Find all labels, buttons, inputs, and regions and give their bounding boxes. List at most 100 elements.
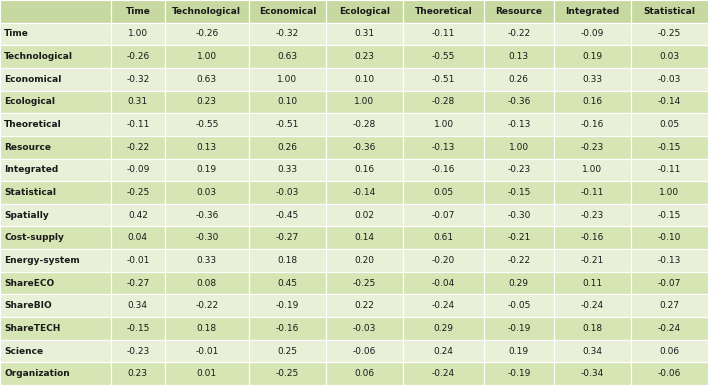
Text: Ecological: Ecological — [4, 97, 55, 106]
Text: -0.11: -0.11 — [658, 165, 681, 174]
Bar — [111, 340, 165, 362]
Bar — [403, 45, 484, 68]
Bar — [484, 362, 554, 385]
Bar — [484, 45, 554, 68]
Text: 0.19: 0.19 — [197, 165, 217, 174]
Text: -0.20: -0.20 — [432, 256, 455, 265]
Bar — [0, 181, 111, 204]
Bar — [631, 90, 708, 113]
Text: 0.10: 0.10 — [278, 97, 297, 106]
Text: -0.23: -0.23 — [581, 143, 604, 152]
Text: 0.11: 0.11 — [582, 279, 603, 288]
Bar — [484, 113, 554, 136]
Text: 0.02: 0.02 — [355, 211, 375, 220]
Text: -0.28: -0.28 — [353, 120, 376, 129]
Text: 1.00: 1.00 — [659, 188, 680, 197]
Bar — [111, 204, 165, 226]
Bar — [249, 45, 326, 68]
Text: 0.06: 0.06 — [659, 346, 680, 355]
Text: -0.15: -0.15 — [658, 143, 681, 152]
Bar — [403, 159, 484, 181]
Bar — [111, 317, 165, 340]
Bar — [484, 181, 554, 204]
Text: 0.03: 0.03 — [659, 52, 680, 61]
Text: -0.36: -0.36 — [195, 211, 219, 220]
Bar — [484, 204, 554, 226]
Bar — [484, 317, 554, 340]
Text: 0.16: 0.16 — [355, 165, 375, 174]
Text: -0.09: -0.09 — [581, 30, 604, 38]
Text: -0.07: -0.07 — [658, 279, 681, 288]
Text: 0.04: 0.04 — [128, 233, 148, 242]
Bar — [554, 159, 631, 181]
Text: -0.32: -0.32 — [275, 30, 299, 38]
Text: 0.01: 0.01 — [197, 369, 217, 378]
Bar — [111, 45, 165, 68]
Text: -0.13: -0.13 — [507, 120, 530, 129]
Text: 0.18: 0.18 — [278, 256, 297, 265]
Bar — [631, 136, 708, 159]
Bar — [249, 272, 326, 295]
Bar — [165, 23, 249, 45]
Bar — [111, 113, 165, 136]
Bar — [484, 90, 554, 113]
Text: -0.23: -0.23 — [507, 165, 530, 174]
Text: 0.33: 0.33 — [278, 165, 297, 174]
Text: 0.45: 0.45 — [278, 279, 297, 288]
Bar — [631, 23, 708, 45]
Text: -0.25: -0.25 — [353, 279, 376, 288]
Text: Theoretical: Theoretical — [4, 120, 62, 129]
Bar — [249, 340, 326, 362]
Bar — [554, 23, 631, 45]
Bar — [631, 249, 708, 272]
Bar — [111, 362, 165, 385]
Text: -0.36: -0.36 — [507, 97, 530, 106]
Text: -0.05: -0.05 — [507, 301, 530, 310]
Bar — [165, 181, 249, 204]
Bar — [111, 226, 165, 249]
Text: Time: Time — [125, 7, 150, 16]
Bar — [111, 68, 165, 90]
Bar — [631, 204, 708, 226]
Text: 0.23: 0.23 — [197, 97, 217, 106]
Bar — [111, 0, 165, 23]
Text: Science: Science — [4, 346, 43, 355]
Bar — [631, 159, 708, 181]
Bar — [631, 295, 708, 317]
Bar — [631, 362, 708, 385]
Text: -0.14: -0.14 — [353, 188, 376, 197]
Text: -0.21: -0.21 — [507, 233, 530, 242]
Bar — [554, 295, 631, 317]
Bar — [631, 226, 708, 249]
Bar — [249, 113, 326, 136]
Bar — [554, 45, 631, 68]
Bar — [165, 362, 249, 385]
Text: -0.06: -0.06 — [353, 346, 376, 355]
Bar — [554, 317, 631, 340]
Text: 0.33: 0.33 — [197, 256, 217, 265]
Text: Integrated: Integrated — [565, 7, 620, 16]
Text: Cost-supply: Cost-supply — [4, 233, 64, 242]
Text: 0.14: 0.14 — [355, 233, 375, 242]
Text: Statistical: Statistical — [4, 188, 56, 197]
Text: -0.28: -0.28 — [432, 97, 455, 106]
Text: Spatially: Spatially — [4, 211, 49, 220]
Bar — [631, 340, 708, 362]
Bar — [165, 113, 249, 136]
Text: 0.03: 0.03 — [197, 188, 217, 197]
Bar — [631, 113, 708, 136]
Text: -0.30: -0.30 — [195, 233, 219, 242]
Text: -0.14: -0.14 — [658, 97, 681, 106]
Text: -0.19: -0.19 — [507, 369, 530, 378]
Text: -0.11: -0.11 — [126, 120, 149, 129]
Text: 0.31: 0.31 — [127, 97, 148, 106]
Bar — [165, 317, 249, 340]
Bar — [554, 362, 631, 385]
Bar — [249, 0, 326, 23]
Text: Statistical: Statistical — [644, 7, 695, 16]
Bar — [554, 113, 631, 136]
Bar — [326, 295, 403, 317]
Bar — [484, 226, 554, 249]
Text: -0.24: -0.24 — [581, 301, 604, 310]
Text: -0.07: -0.07 — [432, 211, 455, 220]
